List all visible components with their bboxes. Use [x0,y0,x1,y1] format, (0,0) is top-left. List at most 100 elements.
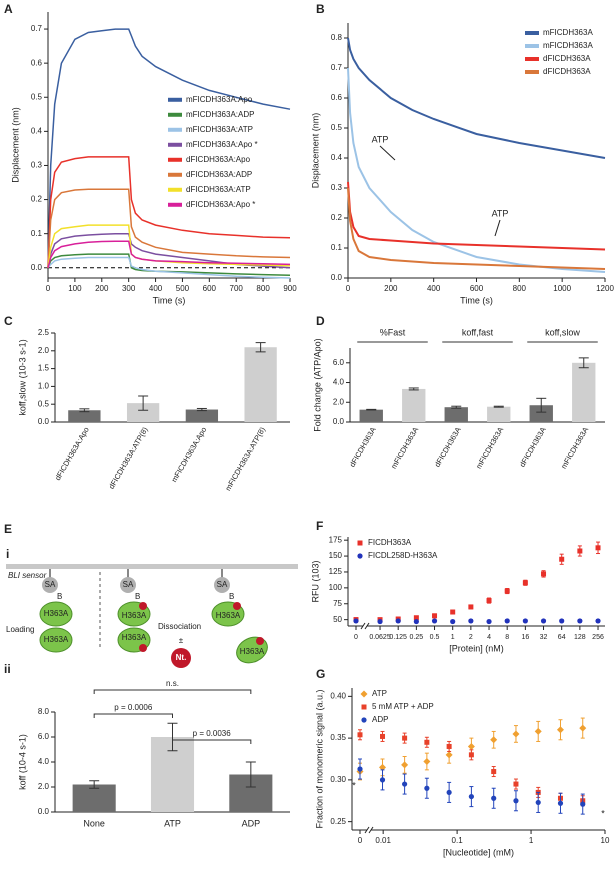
panel-label: E [4,522,12,536]
y-tick-label: 0.2 [331,213,343,222]
y-tick-label: 175 [329,535,343,544]
x-tick-label: 600 [203,284,217,293]
bar [68,410,101,422]
marker [513,781,519,787]
nucleotide-dot [139,602,147,610]
y-axis-label: Displacement (nm) [310,113,320,189]
y-tick-label: 0.40 [330,691,346,700]
marker [402,735,408,741]
protein-label: H363A [216,611,241,620]
legend-label: mFICDH363A:ATP [186,125,253,134]
legend-label: dFICDH363A [543,67,591,76]
group-label: koff,slow [545,327,580,337]
y-tick-label: 2.0 [333,397,345,406]
x-tick-label: 0.25 [410,634,424,641]
y-tick-label: 0.2 [31,195,43,204]
y-tick-label: 0.1 [331,243,343,252]
sa-label: SA [217,580,228,589]
y-tick-label: 0.3 [31,161,43,170]
bar [244,347,277,422]
marker [357,766,363,772]
x-tick-label: 32 [540,634,548,641]
bar [529,405,553,422]
marker [357,553,363,559]
x-tick-label: 0 [46,284,51,293]
x-tick-label: dFICDH363A [348,425,378,468]
marker [577,548,583,554]
y-tick-label: 4.0 [333,378,345,387]
y-tick-label: 2.0 [38,782,50,791]
nucleotide-label: Nt. [176,653,187,662]
legend-label: dFICDH363A:Apo * [186,200,255,209]
marker [535,799,541,806]
protein-label: H363A [44,609,69,618]
series-line [47,224,291,268]
sa-bead [120,577,136,593]
marker [522,618,528,624]
marker [379,763,387,771]
y-tick-label: 0.4 [31,126,43,135]
y-tick-label: 6.0 [38,732,50,741]
y-tick-label: 0.1 [31,229,43,238]
annotation-pointer [494,219,501,237]
marker [446,789,452,796]
marker [491,769,497,775]
series-line [47,256,291,279]
marker [490,736,498,744]
series-line [47,232,291,269]
x-tick-label: 256 [592,634,604,641]
legend-label: mFICDH363A:Apo [186,95,253,104]
marker [357,732,363,738]
y-tick-label: 0.30 [330,775,346,784]
legend-label: 5 mM ATP + ADP [372,702,434,711]
x-tick-label: dFICDH363A [433,425,463,468]
x-tick-label: 0.0625 [369,634,391,641]
legend-label: dFICDH363A:ADP [186,170,252,179]
x-axis-label: [Protein] (nM) [449,643,504,653]
legend-label: ATP [372,689,387,698]
legend-label: dFICDH363A:Apo [186,155,251,164]
x-axis-label: Time (s) [153,295,186,305]
marker [512,730,520,738]
legend-label: mFICDH363A [543,28,593,37]
nucleotide-dot [256,637,264,645]
marker [559,556,565,562]
sa-bead [42,577,58,593]
annotation-pointer [379,145,396,161]
marker [413,618,419,625]
b-label: B [135,592,140,601]
x-tick-label: mFICDH363A [474,425,505,470]
x-tick-label: 0 [354,634,358,641]
x-tick-label: 700 [230,284,244,293]
protein-label: H363A [122,633,147,642]
marker [357,540,363,546]
annotation: p = 0.0006 [114,703,153,712]
chart: D 0.0 2.0 4.0 6.0 Fold change (ATP/Apo) dFICDH… [312,314,605,470]
bar [444,407,468,422]
panel-label: B [316,2,325,16]
sensor-label: BLI sensor [8,571,47,580]
x-tick-label: 200 [384,284,398,293]
protein [39,601,73,627]
y-axis-label: RFU (103) [310,560,320,602]
marker [504,588,510,594]
y-tick-label: 0.0 [31,263,43,272]
chart: G 0.25 0.30 0.35 0.40 0 0.01 0.1 1 10 [Nucleotide]… [314,667,610,857]
x-tick-label: 1 [529,836,534,845]
marker [450,618,456,625]
marker [486,618,492,625]
y-tick-label: 100 [329,583,343,592]
legend-label: mFICDH363A:ADP [186,110,254,119]
marker [595,618,601,624]
marker [380,733,386,739]
x-tick-label: 10 [601,836,610,845]
x-tick-label: mFICDH363A [389,425,420,470]
sa-label: SA [123,580,134,589]
marker [580,801,586,807]
annotation: p = 0.0036 [193,729,232,738]
y-tick-label: 1.5 [38,364,50,373]
series-line [347,187,606,270]
legend-label: ADP [372,715,388,724]
x-tick-label: None [83,818,105,828]
